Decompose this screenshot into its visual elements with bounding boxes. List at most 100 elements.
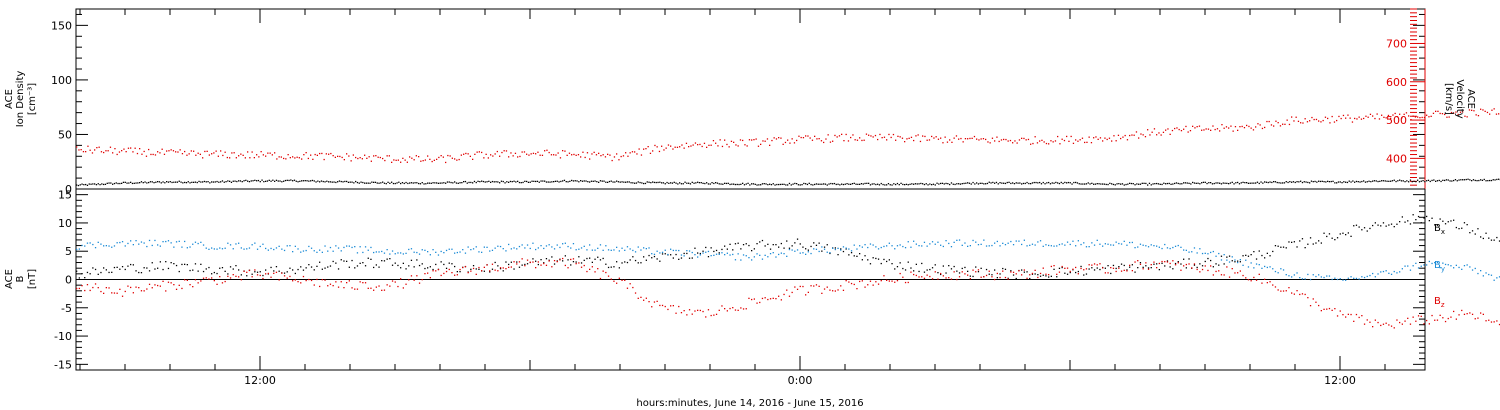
bx-point bbox=[113, 266, 116, 269]
density-point bbox=[416, 182, 418, 184]
velocity-point bbox=[1264, 126, 1266, 129]
density-point bbox=[85, 183, 87, 186]
density-point bbox=[364, 182, 366, 184]
density-point bbox=[877, 183, 879, 185]
bx-point bbox=[869, 263, 872, 265]
density-point bbox=[938, 183, 940, 185]
velocity-point bbox=[807, 135, 809, 137]
bx-point bbox=[200, 263, 202, 265]
velocity-point bbox=[532, 152, 535, 154]
velocity-point bbox=[1018, 139, 1021, 141]
velocity-point bbox=[352, 154, 354, 156]
velocity-point bbox=[1221, 124, 1223, 126]
bx-point bbox=[189, 269, 191, 272]
velocity-point bbox=[1205, 128, 1207, 130]
density-point bbox=[509, 180, 512, 183]
density-point bbox=[326, 180, 328, 182]
density-point bbox=[662, 182, 665, 184]
bx-point bbox=[1042, 274, 1044, 276]
velocity-point bbox=[620, 155, 622, 158]
density-point bbox=[99, 184, 101, 186]
density-point bbox=[452, 182, 454, 184]
density-point bbox=[1022, 182, 1025, 185]
density-point bbox=[896, 182, 899, 185]
density-point bbox=[844, 183, 846, 185]
density-point bbox=[562, 180, 564, 182]
velocity-point bbox=[505, 150, 508, 152]
bx-point bbox=[535, 260, 537, 262]
density-point bbox=[1339, 181, 1341, 183]
density-point bbox=[914, 183, 917, 185]
velocity-point bbox=[1412, 115, 1414, 117]
velocity-point bbox=[170, 149, 172, 151]
density-point bbox=[1125, 183, 1127, 186]
bx-point bbox=[1088, 268, 1090, 270]
density-point bbox=[110, 182, 112, 184]
density-point bbox=[92, 183, 94, 185]
density-point bbox=[729, 183, 731, 186]
velocity-point bbox=[1480, 108, 1482, 110]
density-point bbox=[515, 181, 517, 183]
density-point bbox=[625, 181, 627, 183]
density-point bbox=[214, 181, 216, 183]
density-point bbox=[1134, 184, 1136, 186]
density-point bbox=[466, 182, 468, 184]
bx-point bbox=[1083, 274, 1085, 276]
velocity-point bbox=[1048, 143, 1050, 145]
bx-point bbox=[208, 266, 210, 269]
velocity-point bbox=[100, 151, 103, 153]
velocity-point bbox=[112, 152, 114, 154]
bx-point bbox=[451, 263, 453, 265]
density-point bbox=[932, 183, 935, 185]
velocity-point bbox=[136, 152, 139, 155]
velocity-point bbox=[1027, 138, 1030, 141]
bx-point bbox=[219, 267, 221, 269]
velocity-point bbox=[897, 135, 899, 137]
density-point bbox=[1055, 181, 1057, 184]
density-point bbox=[788, 182, 791, 185]
velocity-point bbox=[436, 158, 438, 160]
density-point bbox=[1305, 181, 1307, 183]
velocity-point bbox=[1045, 142, 1048, 145]
density-point bbox=[734, 183, 737, 186]
velocity-point bbox=[343, 159, 345, 161]
density-point bbox=[1384, 180, 1386, 182]
density-point bbox=[1474, 179, 1476, 182]
velocity-point bbox=[442, 156, 444, 158]
density-point bbox=[1390, 180, 1392, 182]
bx-point bbox=[1210, 259, 1212, 262]
velocity-point bbox=[332, 155, 334, 157]
bx-point bbox=[805, 248, 807, 250]
velocity-point bbox=[868, 134, 870, 136]
velocity-point bbox=[1012, 142, 1014, 144]
density-point bbox=[1363, 180, 1365, 182]
bx-point bbox=[875, 257, 877, 260]
density-point bbox=[1031, 182, 1034, 184]
bx-point bbox=[418, 264, 421, 267]
bx-point bbox=[902, 267, 904, 270]
density-point bbox=[781, 183, 783, 185]
velocity-point bbox=[994, 140, 996, 142]
velocity-point bbox=[1021, 137, 1023, 139]
bx-point bbox=[316, 265, 318, 267]
velocity-point bbox=[359, 157, 361, 159]
velocity-point bbox=[314, 153, 316, 156]
velocity-point bbox=[1061, 138, 1063, 140]
density-point bbox=[315, 181, 317, 183]
density-point bbox=[83, 184, 85, 186]
velocity-point bbox=[1210, 129, 1212, 131]
velocity-point bbox=[658, 150, 661, 153]
density-point bbox=[785, 184, 787, 186]
velocity-point bbox=[1392, 114, 1394, 116]
density-point bbox=[144, 181, 146, 183]
velocity-point bbox=[519, 155, 521, 158]
velocity-point bbox=[1167, 128, 1169, 130]
bx-point bbox=[815, 244, 818, 246]
density-point bbox=[1370, 181, 1372, 183]
density-point bbox=[1341, 182, 1343, 184]
velocity-point bbox=[883, 136, 886, 138]
velocity-point bbox=[985, 138, 987, 141]
density-point bbox=[437, 182, 440, 184]
bx-point bbox=[470, 268, 472, 270]
